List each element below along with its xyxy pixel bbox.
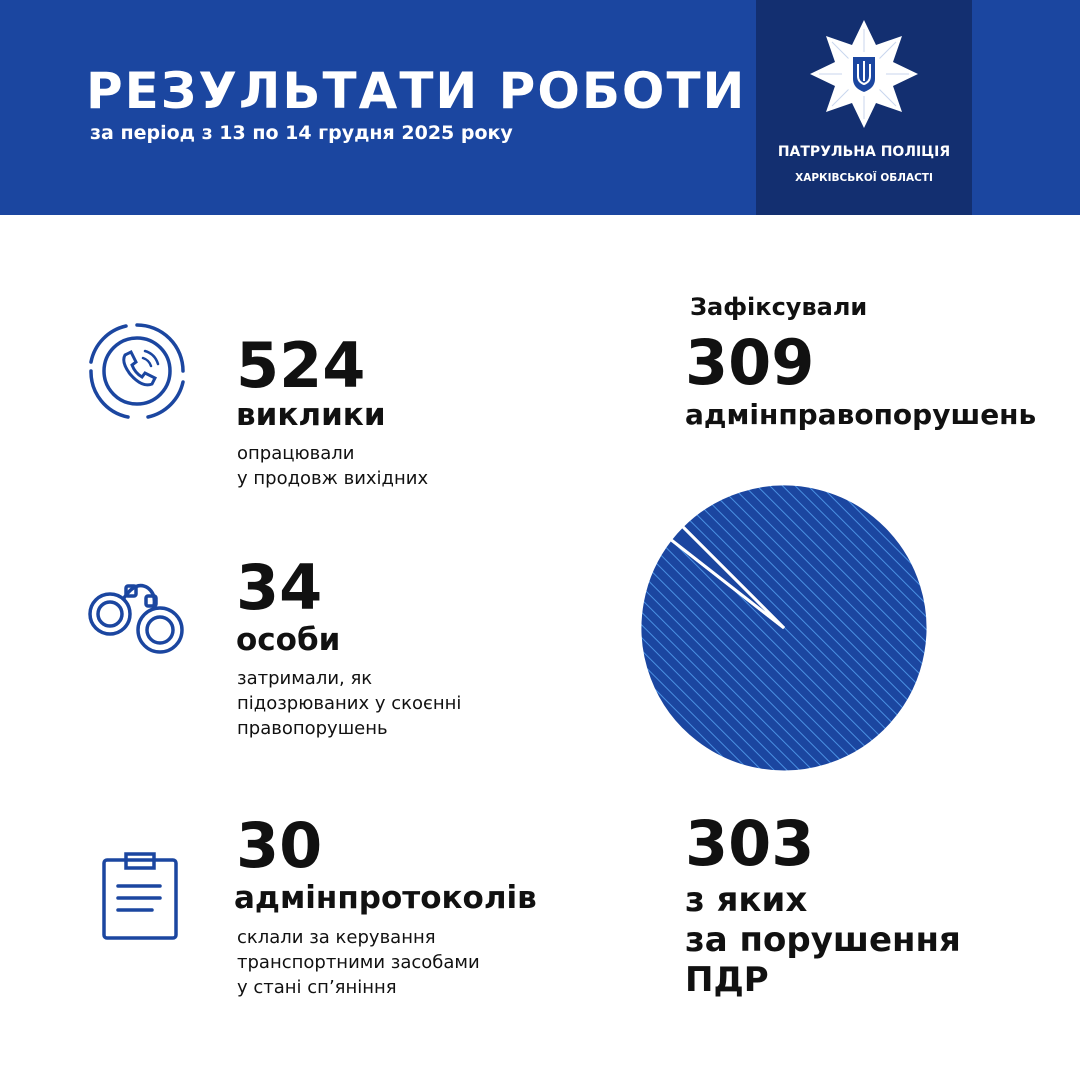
protocols-label: адмінпротоколів (234, 880, 537, 916)
desc-line: транспортними засобами (237, 952, 480, 973)
police-star-icon (810, 20, 918, 128)
period-subtitle: за період з 13 по 14 грудня 2025 року (90, 122, 513, 144)
desc-line: склали за керування (237, 927, 436, 948)
desc-line: підозрюваних у скоєнні (237, 693, 462, 714)
detained-desc: затримали, як підозрюваних у скоєнні пра… (237, 666, 461, 741)
handcuffs-icon (88, 583, 184, 654)
protocols-desc: склали за керування транспортними засоба… (237, 925, 480, 1000)
pie-chart (638, 482, 930, 774)
pdr-label-line: ПДР (685, 960, 769, 1000)
pdr-label-line: за порушення (685, 920, 961, 960)
desc-line: у продовж вихідних (237, 468, 429, 489)
logo-line2: ХАРКІВСЬКОЇ ОБЛАСТІ (795, 172, 933, 184)
desc-line: у стані сп’яніння (237, 977, 397, 998)
protocols-number: 30 (236, 809, 323, 882)
pdr-label: з яких за порушення ПДР (685, 880, 961, 1000)
calls-label: виклики (236, 397, 386, 433)
desc-line: правопорушень (237, 718, 388, 739)
desc-line: опрацювали (237, 443, 355, 464)
police-logo: ПАТРУЛЬНА ПОЛІЦІЯ ХАРКІВСЬКОЇ ОБЛАСТІ (756, 0, 972, 215)
clipboard-icon (102, 852, 178, 940)
pdr-label-line: з яких (685, 880, 808, 920)
logo-line1: ПАТРУЛЬНА ПОЛІЦІЯ (777, 144, 951, 160)
desc-line: затримали, як (237, 668, 373, 689)
header-banner: РЕЗУЛЬТАТИ РОБОТИ за період з 13 по 14 г… (0, 0, 1080, 215)
calls-desc: опрацювали у продовж вихідних (237, 441, 428, 491)
page-title: РЕЗУЛЬТАТИ РОБОТИ (86, 62, 747, 120)
pie-slice-other (668, 524, 786, 630)
total-label: адмінправопорушень (685, 398, 1037, 431)
detained-label: особи (236, 622, 341, 658)
calls-number: 524 (236, 329, 366, 402)
phone-call-icon (89, 323, 185, 419)
recorded-intro: Зафіксували (690, 293, 868, 321)
total-number: 309 (685, 326, 815, 399)
pdr-number: 303 (685, 807, 815, 880)
detained-number: 34 (236, 551, 323, 624)
